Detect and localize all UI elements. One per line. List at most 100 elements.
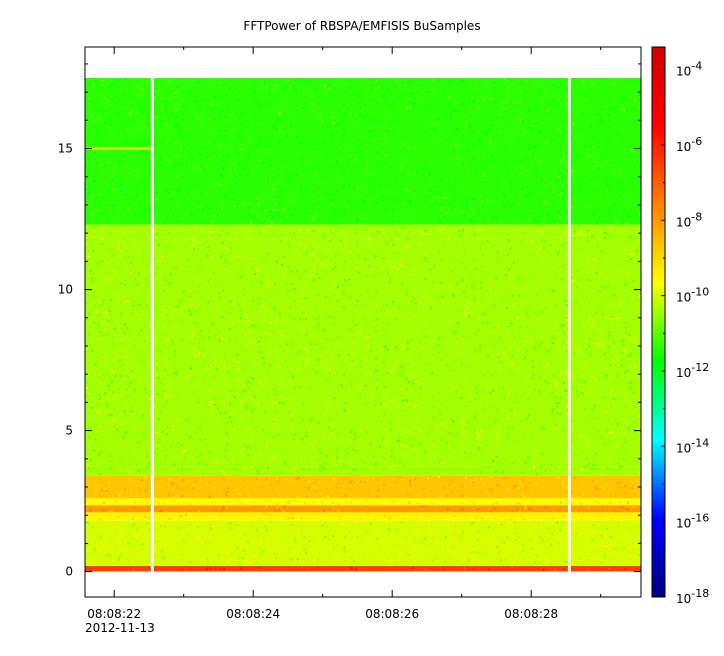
spectrogram-speckle: [189, 503, 192, 506]
spectrogram-speckle: [195, 456, 198, 459]
spectrogram-speckle: [612, 543, 614, 546]
spectrogram-speckle: [328, 480, 331, 483]
spectrogram-speckle: [420, 475, 423, 478]
spectrogram-speckle: [540, 435, 543, 438]
spectrogram-speckle: [503, 194, 506, 197]
spectrogram-speckle: [457, 302, 460, 305]
spectrogram-speckle: [133, 517, 136, 520]
spectrogram-speckle: [376, 387, 378, 390]
spectrogram-speckle: [432, 351, 435, 354]
spectrogram-speckle: [335, 162, 338, 165]
spectrogram-speckle: [184, 436, 187, 439]
spectrogram-speckle: [204, 360, 207, 363]
spectrogram-speckle: [440, 479, 442, 482]
spectrogram-speckle: [366, 343, 369, 346]
spectrogram-speckle: [90, 363, 93, 366]
spectrogram-speckle: [356, 326, 359, 329]
spectrogram-speckle: [469, 349, 472, 352]
spectrogram-speckle: [532, 260, 535, 263]
spectrogram-speckle: [173, 463, 176, 466]
spectrogram-speckle: [419, 353, 422, 356]
spectrogram-speckle: [384, 395, 387, 398]
spectrogram-speckle: [332, 481, 335, 484]
spectrogram-speckle: [332, 477, 335, 480]
spectrogram-speckle: [213, 323, 216, 326]
spectrogram-speckle: [552, 457, 555, 460]
spectrogram-speckle: [284, 224, 287, 227]
spectrogram-speckle: [337, 468, 340, 471]
spectrogram-speckle: [403, 248, 405, 251]
spectrogram-speckle: [187, 318, 190, 321]
spectrogram-speckle: [99, 463, 101, 466]
spectrogram-speckle: [502, 310, 505, 313]
spectrogram-speckle: [584, 460, 587, 463]
spectrogram-speckle: [506, 235, 509, 238]
spectrogram-speckle: [535, 276, 538, 278]
spectrogram-speckle: [522, 392, 525, 395]
spectrogram-speckle: [408, 356, 411, 359]
spectrogram-speckle: [147, 325, 150, 328]
spectrogram-speckle: [243, 552, 246, 555]
spectrogram-speckle: [131, 221, 134, 224]
spectrogram-speckle: [305, 435, 308, 438]
spectrogram-speckle: [359, 128, 362, 131]
spectrogram-speckle: [556, 412, 559, 415]
spectrogram-speckle: [559, 540, 562, 543]
spectrogram-speckle: [497, 203, 500, 206]
spectrogram-speckle: [161, 233, 164, 236]
spectrogram-speckle: [309, 548, 312, 551]
spectrogram-speckle: [335, 252, 338, 255]
spectrogram-speckle: [622, 443, 625, 446]
spectrogram-speckle: [486, 382, 489, 385]
spectrogram-speckle: [594, 91, 597, 93]
spectrogram-speckle: [386, 277, 389, 280]
spectrogram-speckle: [582, 246, 585, 248]
spectrogram-speckle: [425, 173, 428, 176]
spectrogram-speckle: [509, 521, 512, 524]
spectrogram-speckle: [553, 415, 556, 418]
spectrogram-speckle: [346, 477, 349, 480]
spectrogram-speckle: [185, 419, 187, 422]
spectrogram-speckle: [237, 463, 240, 466]
spectrogram-speckle: [583, 212, 586, 215]
spectrogram-speckle: [394, 356, 397, 359]
spectrogram-speckle: [628, 293, 631, 296]
spectrogram-speckle: [638, 213, 641, 216]
spectrogram-speckle: [230, 390, 233, 393]
spectrogram-speckle: [252, 275, 255, 278]
spectrogram-speckle: [155, 451, 158, 453]
spectrogram-speckle: [200, 330, 202, 333]
spectrogram-speckle: [220, 337, 223, 340]
spectrogram-speckle: [607, 405, 610, 408]
spectrogram-speckle: [535, 554, 538, 557]
spectrogram-speckle: [353, 341, 355, 344]
spectrogram-speckle: [608, 483, 611, 486]
spectrogram-speckle: [480, 517, 483, 520]
spectrogram-speckle: [167, 481, 170, 483]
spectrogram-speckle: [406, 246, 409, 248]
spectrogram-speckle: [406, 287, 409, 290]
spectrogram-speckle: [265, 460, 268, 463]
spectrogram-speckle: [400, 388, 403, 390]
spectrogram-speckle: [283, 506, 286, 508]
spectrogram-speckle: [611, 431, 614, 434]
spectrogram-speckle: [435, 374, 438, 377]
spectrogram-speckle: [139, 461, 142, 464]
spectrogram-speckle: [157, 484, 160, 487]
spectrogram-speckle: [566, 324, 568, 327]
spectrogram-speckle: [273, 457, 276, 460]
spectrogram-speckle: [344, 378, 347, 381]
spectrogram-speckle: [624, 326, 627, 329]
spectrogram-speckle: [530, 239, 533, 242]
spectrogram-speckle: [450, 114, 453, 117]
spectrogram-speckle: [340, 384, 343, 387]
spectrogram-speckle: [402, 444, 405, 447]
spectrogram-speckle: [527, 315, 529, 318]
spectrogram-speckle: [226, 231, 229, 234]
spectrogram-speckle: [131, 130, 134, 132]
spectrogram-speckle: [252, 464, 255, 467]
spectrogram-speckle: [160, 549, 163, 552]
spectrogram-speckle: [272, 79, 275, 82]
spectrogram-speckle: [528, 147, 531, 150]
spectrogram-speckle: [336, 482, 339, 485]
